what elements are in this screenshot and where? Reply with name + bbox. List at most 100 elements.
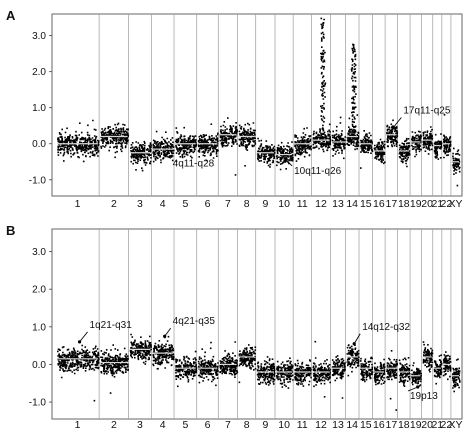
probe-points-chr-14 <box>346 114 360 151</box>
probe-points-chr-2 <box>100 122 130 159</box>
panel-b-probe-points <box>57 333 461 411</box>
chromosome-label: 2 <box>111 198 117 210</box>
probe-points-chr-21 <box>433 354 443 385</box>
annotation-arrow <box>353 333 361 344</box>
probe-points-chr-8 <box>238 344 257 384</box>
chromosome-label: 11 <box>297 419 308 431</box>
annotation-arrowhead <box>163 152 167 157</box>
probe-points-chr-12 <box>312 340 332 398</box>
chromosome-label: 5 <box>182 198 188 210</box>
chromosome-label: XY <box>448 198 462 210</box>
probe-points-chr-13 <box>331 116 346 160</box>
annotation-arrowhead <box>391 125 395 130</box>
annotation-arrow <box>79 331 88 343</box>
chromosome-label: 9 <box>262 198 268 210</box>
annotation-label: 14q12-q32 <box>362 322 410 333</box>
chromosome-label: 19 <box>410 198 422 210</box>
annotation-label: 10q11-q26 <box>294 166 342 177</box>
probe-points-chr-2 <box>100 344 129 394</box>
chromosome-label: 21 <box>431 419 443 431</box>
chromosome-label: 13 <box>332 198 344 210</box>
chromosome-label: 13 <box>332 419 344 431</box>
chromosome-label: XY <box>448 419 462 431</box>
panel-a-annotations: 17q11-q25 4q11-q28 10q11-q26 <box>163 106 451 177</box>
annotation-arrow <box>407 386 418 392</box>
chromosome-label: 14 <box>346 419 358 431</box>
annotation-label: 1q21-q31 <box>90 320 133 331</box>
probe-points-chr-9 <box>256 356 276 386</box>
y-tick-label: -1.0 <box>29 175 47 186</box>
chromosome-label: 8 <box>244 419 250 431</box>
chromosome-label: 21 <box>431 198 443 210</box>
chromosome-label: 20 <box>421 198 433 210</box>
panel-a-letter: A <box>6 8 16 23</box>
chromosome-label: 15 <box>360 198 372 210</box>
panel-a-probe-points <box>57 17 461 187</box>
chromosome-label: 6 <box>205 419 211 431</box>
y-tick-label: 3.0 <box>32 247 46 258</box>
y-tick-label: 2.0 <box>32 285 46 296</box>
panel-b-frame <box>51 228 463 420</box>
panel-b-annotations: 1q21-q31 4q21-q35 14q12-q32 19p13 <box>77 316 438 402</box>
chromosome-label: 19 <box>410 419 422 431</box>
chromosome-label: 11 <box>297 198 308 210</box>
chromosome-label: 16 <box>373 198 385 210</box>
probe-points-chr-6 <box>197 123 219 162</box>
chromosome-label: 12 <box>315 198 327 210</box>
probe-points-chr-8 <box>238 122 257 167</box>
probe-points-chr-XY <box>452 147 461 187</box>
chromosome-label: 7 <box>225 198 231 210</box>
y-tick-label: 0.0 <box>32 139 46 150</box>
chromosome-label: 9 <box>262 419 268 431</box>
probe-points-chr-19 <box>411 362 422 388</box>
annotation-label: 19p13 <box>410 391 438 402</box>
probe-points-chr-10 <box>276 357 294 389</box>
probe-points-chr-19 <box>411 130 422 158</box>
probe-points-chr-18 <box>398 137 411 168</box>
probe-points-chr-5 <box>175 126 198 163</box>
chromosome-label: 8 <box>244 198 250 210</box>
chromosome-label: 3 <box>137 419 143 431</box>
chromosome-label: 18 <box>398 198 410 210</box>
annotation-arrowhead <box>284 158 288 162</box>
annotation-arrow <box>392 117 402 128</box>
probe-points-chr-11 <box>294 127 312 162</box>
probe-points-chr-15 <box>360 130 374 169</box>
probe-points-chr-21 <box>433 133 443 160</box>
annotation-label: 4q21-q35 <box>173 316 216 327</box>
panel-b-segment-lines <box>57 348 459 377</box>
probe-points-chr-7 <box>219 341 239 378</box>
chromosome-label: 5 <box>182 419 188 431</box>
annotation-label: 4q11-q28 <box>173 159 215 170</box>
y-tick-label: 3.0 <box>32 31 46 42</box>
probe-points-chr-13 <box>331 355 346 399</box>
panel-a-y-axis: 3.0 2.0 1.0 0.0 -1.0 <box>29 31 52 186</box>
chromosome-label: 22 <box>441 419 453 431</box>
y-tick-label: 2.0 <box>32 67 46 78</box>
annotation-arrow <box>164 327 172 337</box>
probe-points-chr-14 <box>346 342 360 377</box>
y-tick-label: -1.0 <box>29 398 47 409</box>
annotation-arrowhead <box>416 385 420 389</box>
chromosome-label: 22 <box>441 198 453 210</box>
probe-points-chr-17 <box>386 350 398 411</box>
chromosome-label: 14 <box>346 198 358 210</box>
chromosome-label: 16 <box>373 419 385 431</box>
y-tick-label: 1.0 <box>32 322 46 333</box>
panel-b-letter: B <box>6 223 15 238</box>
probe-points-chr-17 <box>386 119 399 148</box>
annotation-label: 17q11-q25 <box>403 106 451 117</box>
panel-a-segment-lines <box>57 134 459 163</box>
chromosome-label: 1 <box>75 198 81 210</box>
probe-points-chr-12 <box>312 123 332 153</box>
probe-points-chr-7 <box>219 117 238 176</box>
probe-points-chr-11 <box>294 359 312 387</box>
probe-points-chr-22 <box>442 351 452 381</box>
panel-b-y-axis: 3.0 2.0 1.0 0.0 -1.0 <box>29 247 52 409</box>
probe-points-chr-6 <box>197 341 219 387</box>
annotation-arrowhead <box>163 334 167 338</box>
probe-points-chr-5 <box>175 350 198 388</box>
y-tick-label: 0.0 <box>32 360 46 371</box>
chromosome-label: 12 <box>315 419 327 431</box>
